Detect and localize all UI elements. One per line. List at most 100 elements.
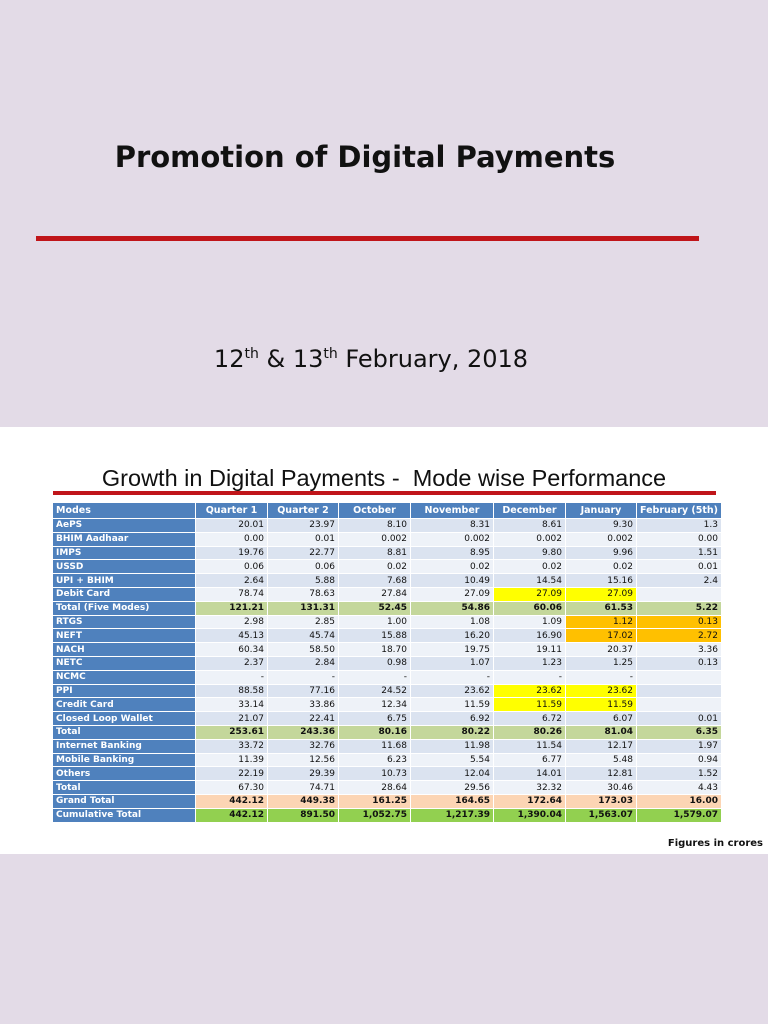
value-cell: 27.09 (493, 586, 566, 602)
value-cell: 15.88 (338, 628, 411, 644)
value-cell: 0.01 (636, 559, 722, 575)
table-row: Credit Card 33.14 33.86 12.34 11.59 11.59 11.5… (52, 697, 722, 713)
value-cell: 23.62 (410, 683, 494, 699)
value-cell: 164.65 (410, 793, 494, 809)
mode-label: UPI + BHIM (52, 573, 196, 588)
value-cell: 891.50 (267, 807, 339, 823)
value-cell: 442.12 (195, 793, 268, 809)
value-cell: - (338, 669, 411, 685)
title-divider (36, 236, 699, 241)
value-cell: 80.22 (410, 724, 494, 740)
date-suffix-1: th (244, 346, 259, 362)
value-cell: 1,052.75 (338, 807, 411, 823)
value-cell: 60.34 (195, 642, 268, 657)
value-cell: 253.61 (195, 724, 268, 740)
table-row: BHIM Aadhaar 0.00 0.01 0.002 0.002 0.002 0.002… (52, 531, 722, 547)
value-cell: 23.97 (267, 518, 339, 533)
value-cell: 29.39 (267, 766, 339, 782)
value-cell: 6.35 (636, 724, 722, 740)
value-cell: 0.06 (267, 559, 339, 575)
value-cell: 5.88 (267, 573, 339, 588)
value-cell: - (410, 669, 494, 685)
table-row: IMPS 19.76 22.77 8.81 8.95 9.80 9.96 1.51 (52, 545, 722, 561)
value-cell: 81.04 (565, 724, 637, 740)
growth-slide-title: Growth in Digital Payments - Mode wise P… (101, 465, 667, 491)
value-cell: 11.98 (410, 738, 494, 754)
value-cell: 10.49 (410, 573, 494, 588)
table-row: NETC 2.37 2.84 0.98 1.07 1.23 1.25 0.13 (52, 655, 722, 671)
mode-label: NETC (52, 655, 196, 671)
value-cell: 0.02 (493, 559, 566, 575)
value-cell: 52.45 (338, 600, 411, 616)
value-cell: 12.81 (565, 766, 637, 782)
value-cell: 88.58 (195, 683, 268, 699)
value-cell: 8.31 (410, 518, 494, 533)
value-cell: 0.00 (636, 531, 722, 547)
value-cell: 1,217.39 (410, 807, 494, 823)
value-cell: 0.94 (636, 752, 722, 768)
table-row: NCMC - - - - - - (52, 669, 722, 685)
value-cell: 1.51 (636, 545, 722, 561)
column-header: February (5th) (636, 502, 722, 519)
value-cell: 16.90 (493, 628, 566, 644)
value-cell: 6.92 (410, 711, 494, 726)
date-day-2: 13 (292, 345, 324, 373)
mode-label: BHIM Aadhaar (52, 531, 196, 547)
value-cell: 2.84 (267, 655, 339, 671)
value-cell: 29.56 (410, 780, 494, 795)
mode-label: Grand Total (52, 793, 196, 809)
value-cell: 27.09 (565, 586, 637, 602)
value-cell: 16.20 (410, 628, 494, 644)
value-cell: 11.59 (410, 697, 494, 713)
value-cell: 2.85 (267, 614, 339, 630)
mode-label: Credit Card (52, 697, 196, 713)
value-cell: 77.16 (267, 683, 339, 699)
table-row: NEFT 45.13 45.74 15.88 16.20 16.90 17.02 2.72 (52, 628, 722, 644)
value-cell: 61.53 (565, 600, 637, 616)
value-cell: 121.21 (195, 600, 268, 616)
value-cell: 1.12 (565, 614, 637, 630)
value-cell: 78.74 (195, 586, 268, 602)
value-cell: 2.4 (636, 573, 722, 588)
value-cell: 0.00 (195, 531, 268, 547)
value-cell: 11.59 (493, 697, 566, 713)
value-cell: 22.77 (267, 545, 339, 561)
value-cell: 1.08 (410, 614, 494, 630)
value-cell: 3.36 (636, 642, 722, 657)
value-cell: 6.75 (338, 711, 411, 726)
value-cell: 2.72 (636, 628, 722, 644)
mode-label: IMPS (52, 545, 196, 561)
mode-label: PPI (52, 683, 196, 699)
value-cell: 19.76 (195, 545, 268, 561)
column-header: January (565, 502, 637, 519)
value-cell: 173.03 (565, 793, 637, 809)
mode-label: Total (52, 724, 196, 740)
value-cell: 6.72 (493, 711, 566, 726)
table-row: Internet Banking 33.72 32.76 11.68 11.98 11.5… (52, 738, 722, 754)
value-cell: 58.50 (267, 642, 339, 657)
value-cell: 0.002 (493, 531, 566, 547)
value-cell: 12.56 (267, 752, 339, 768)
title-slide: Promotion of Digital Payments 12th & 13t… (0, 0, 768, 427)
value-cell: 11.39 (195, 752, 268, 768)
value-cell: 19.75 (410, 642, 494, 657)
value-cell: 12.34 (338, 697, 411, 713)
mode-label: Cumulative Total (52, 807, 196, 823)
value-cell: 0.01 (636, 711, 722, 726)
table-row: Total (Five Modes) 121.21 131.31 52.45 54.86… (52, 600, 722, 616)
value-cell: 9.96 (565, 545, 637, 561)
value-cell: 1,390.04 (493, 807, 566, 823)
value-cell: 1.52 (636, 766, 722, 782)
value-cell: 23.62 (493, 683, 566, 699)
growth-title-divider (53, 491, 716, 495)
value-cell: 6.23 (338, 752, 411, 768)
date-ampersand: & (258, 345, 293, 373)
value-cell: 22.19 (195, 766, 268, 782)
mode-label: Total (52, 780, 196, 795)
mode-label: Mobile Banking (52, 752, 196, 768)
value-cell: 19.11 (493, 642, 566, 657)
value-cell: 17.02 (565, 628, 637, 644)
value-cell: 0.01 (267, 531, 339, 547)
table-row: RTGS 2.98 2.85 1.00 1.08 1.09 1.12 0.13 (52, 614, 722, 630)
table-row: AePS 20.01 23.97 8.10 8.31 8.61 9.30 1.3 (52, 518, 722, 533)
